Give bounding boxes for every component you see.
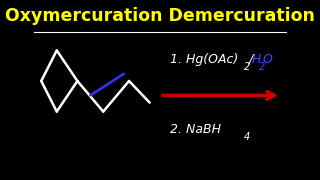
Text: 2: 2 [260,62,266,72]
Text: /: / [249,53,253,66]
Text: O: O [263,53,273,66]
Text: 1. Hg(OAc): 1. Hg(OAc) [170,53,239,66]
Text: H: H [252,53,261,66]
Text: 2: 2 [244,62,250,72]
Text: 4: 4 [244,132,250,142]
Text: Oxymercuration Demercuration: Oxymercuration Demercuration [5,7,315,25]
Text: 2. NaBH: 2. NaBH [170,123,221,136]
